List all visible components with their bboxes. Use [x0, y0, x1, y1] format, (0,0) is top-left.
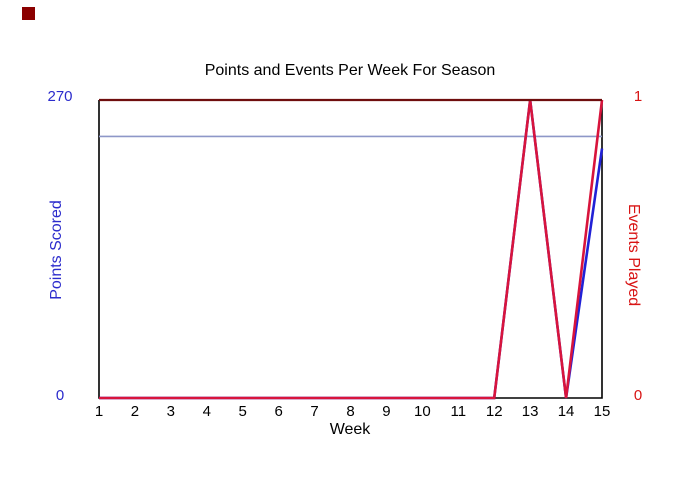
- x-axis-tick-10: 10: [414, 403, 431, 420]
- plot-frame: [98, 100, 603, 399]
- x-axis-tick-12: 12: [485, 403, 503, 420]
- x-axis-tick-15: 15: [593, 403, 611, 420]
- x-axis-title: Week: [329, 421, 371, 438]
- left-axis-tick-max: 270: [47, 88, 73, 105]
- x-axis-tick-2: 2: [130, 403, 140, 420]
- x-axis-tick-8: 8: [346, 403, 355, 420]
- series-line-events-played: [99, 99, 604, 400]
- x-axis-tick-3: 3: [166, 403, 176, 420]
- x-axis-tick-13: 13: [521, 403, 539, 420]
- left-axis-tick-min: 0: [55, 387, 65, 404]
- chart-title: Points and Events Per Week For Season: [204, 62, 496, 79]
- x-axis-tick-1: 1: [94, 403, 104, 420]
- x-axis-tick-6: 6: [274, 403, 283, 420]
- y-axis-title-right: Events Played: [625, 203, 642, 307]
- x-axis-tick-5: 5: [238, 403, 247, 420]
- corner-marker: [22, 7, 35, 20]
- right-axis-tick-min: 0: [633, 387, 643, 404]
- x-axis-tick-11: 11: [450, 403, 467, 420]
- y-axis-title-left: Points Scored: [48, 200, 65, 300]
- right-axis-tick-max: 1: [633, 88, 643, 105]
- x-axis-tick-7: 7: [310, 403, 319, 420]
- x-axis-tick-14: 14: [557, 403, 575, 420]
- x-axis-tick-4: 4: [202, 403, 211, 420]
- series-line-points-scored: [99, 99, 604, 400]
- x-axis-tick-9: 9: [382, 403, 391, 420]
